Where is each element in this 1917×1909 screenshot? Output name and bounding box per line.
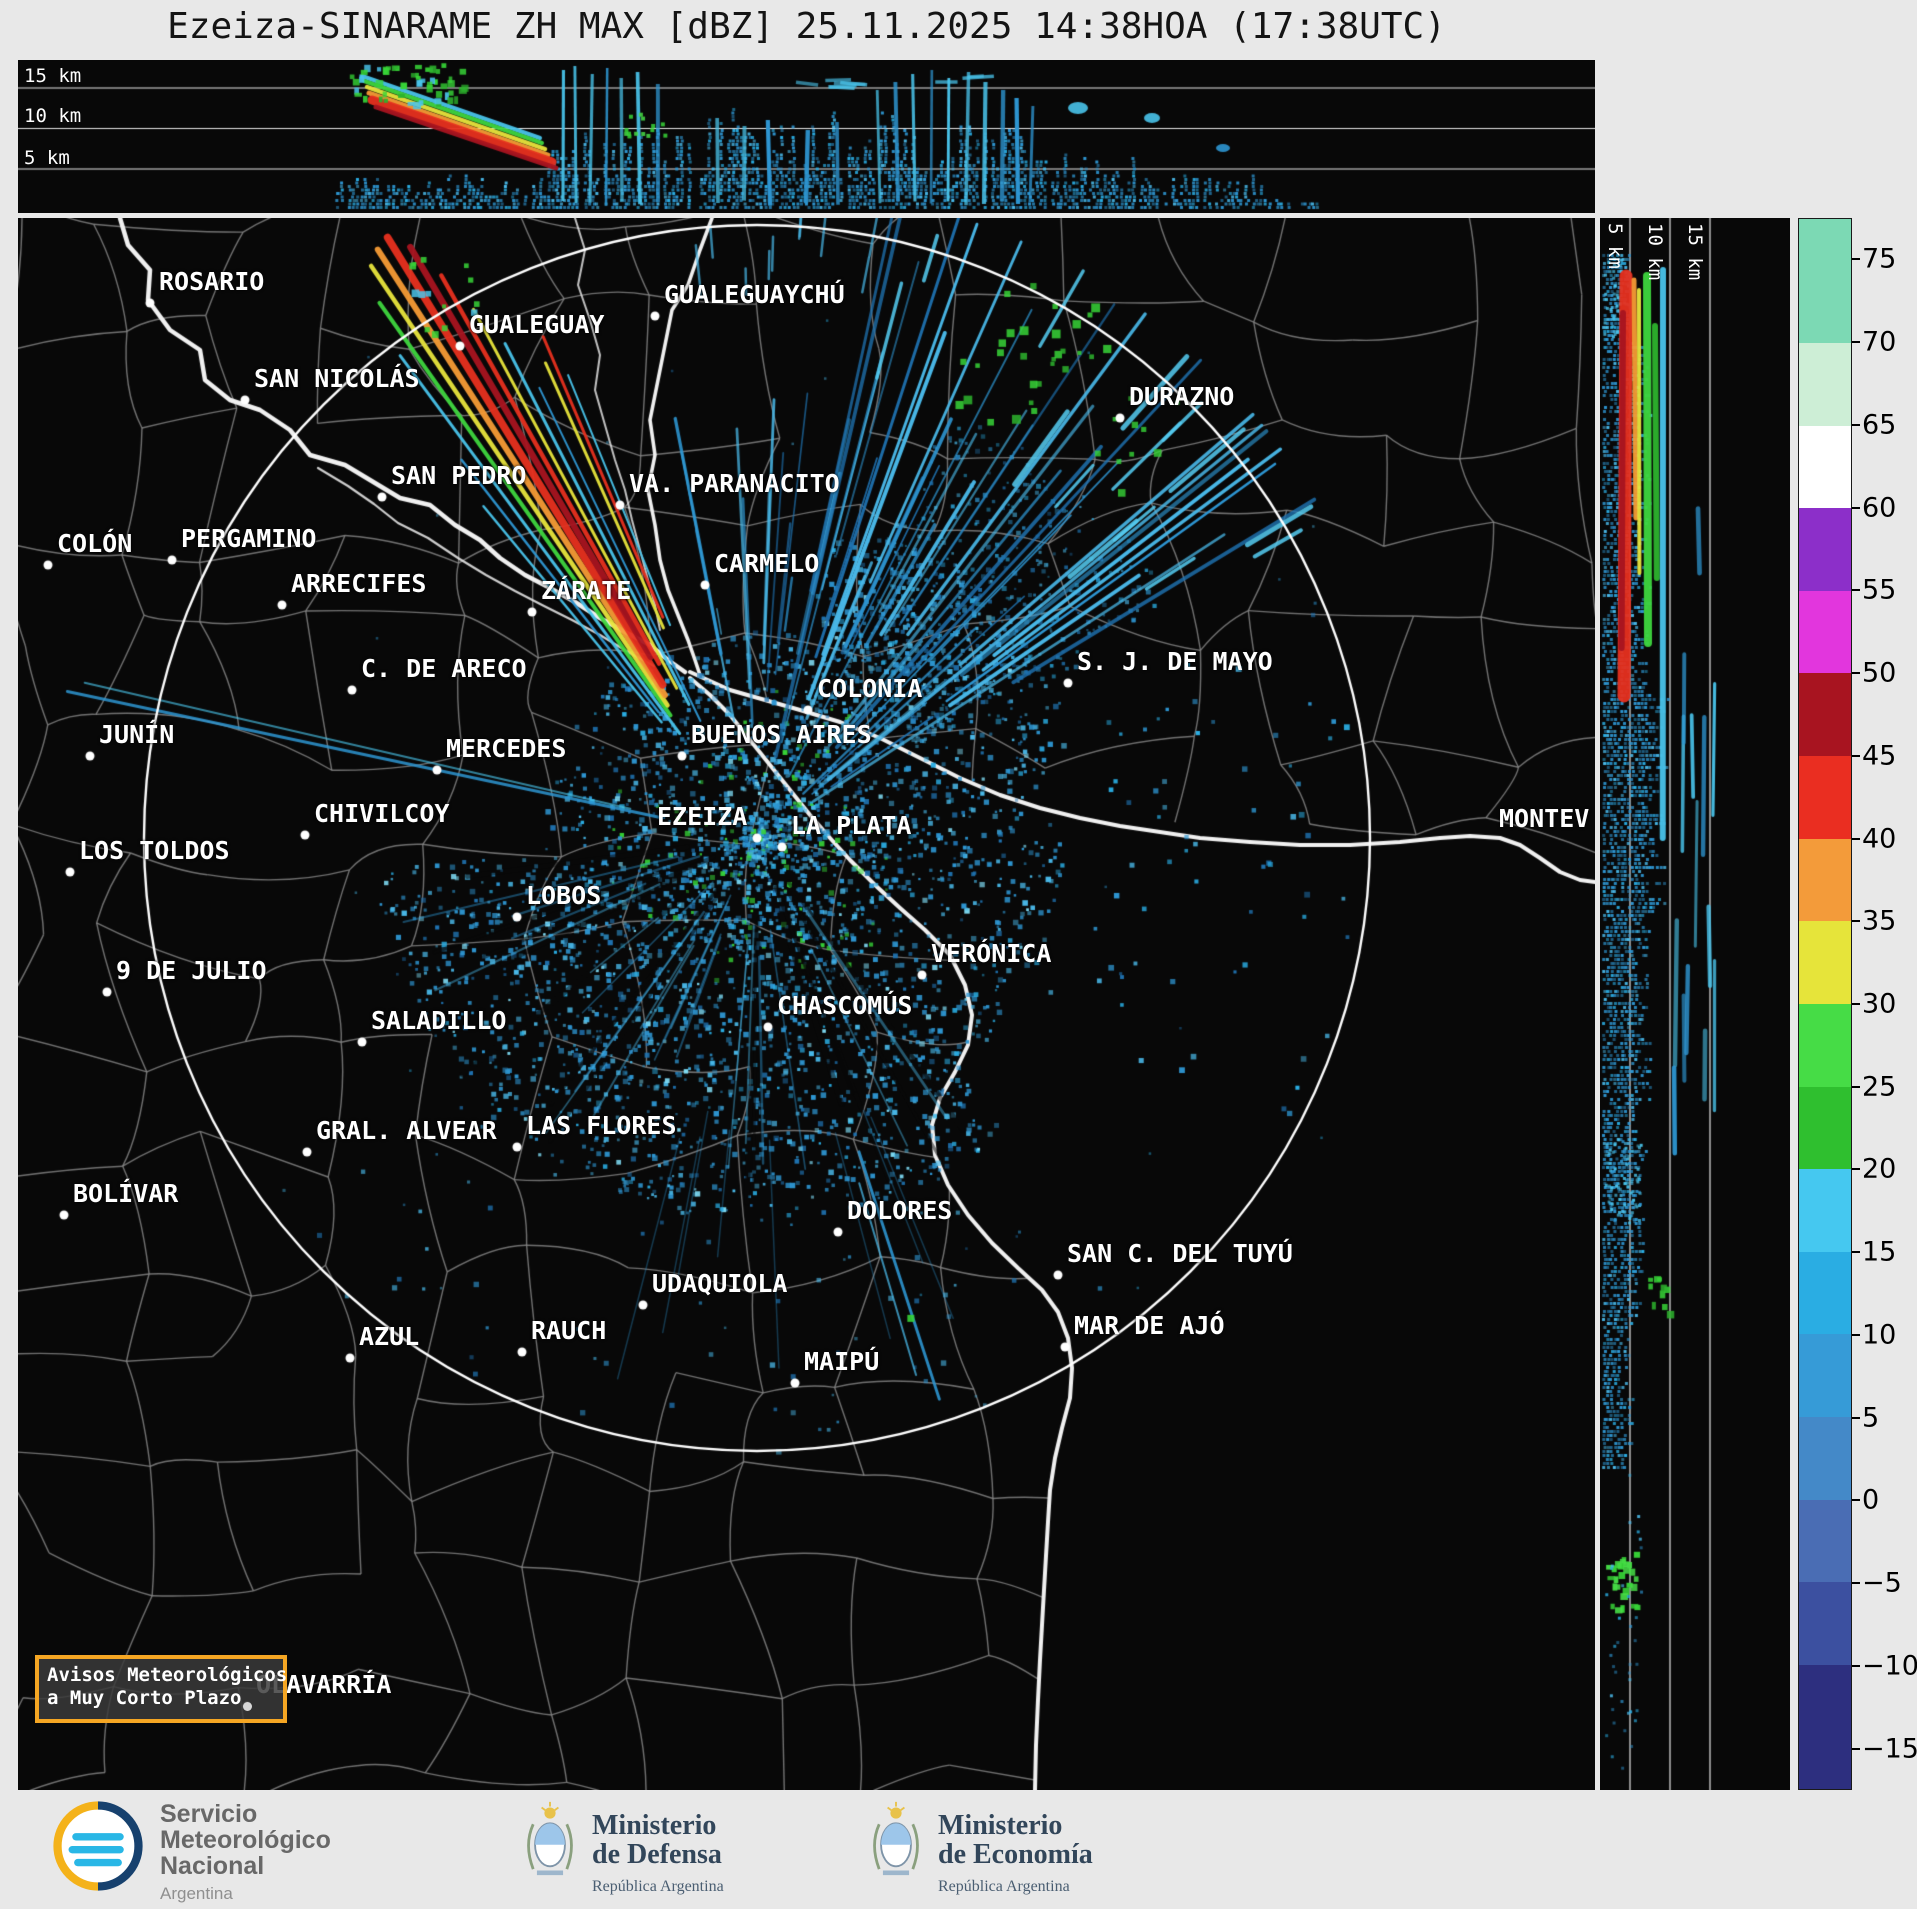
colorbar-band xyxy=(1799,590,1851,674)
colorbar-tick-label: −15 xyxy=(1862,1733,1917,1765)
colorbar-tick-label: 20 xyxy=(1862,1153,1897,1185)
page-title: Ezeiza-SINARAME ZH MAX [dBZ] 25.11.2025 … xyxy=(167,6,1446,47)
argentina-coat-of-arms-icon xyxy=(527,1801,573,1876)
colorbar-tick-label: 10 xyxy=(1862,1319,1897,1351)
cross-section-top-panel: 15 km 10 km 5 km xyxy=(18,60,1595,213)
colorbar-tick-mark xyxy=(1852,1664,1860,1667)
cross-section-top-canvas xyxy=(18,60,1595,213)
colorbar-tick-mark xyxy=(1852,589,1860,592)
economia-subtitle: República Argentina xyxy=(938,1878,1070,1895)
height-label-5km-right: 5 km xyxy=(1604,223,1626,269)
colorbar-tick-label: 0 xyxy=(1862,1484,1880,1516)
colorbar-tick-label: 45 xyxy=(1862,740,1897,772)
warning-line-2: a Muy Corto Plazo xyxy=(47,1687,242,1709)
colorbar-tick-label: 40 xyxy=(1862,823,1897,855)
colorbar-band xyxy=(1799,1417,1851,1500)
colorbar-tick-mark xyxy=(1852,506,1860,509)
height-label-10km-right: 10 km xyxy=(1644,223,1666,281)
height-label-15km-right: 15 km xyxy=(1684,223,1706,281)
warning-line-1: Avisos Meteorológicos xyxy=(47,1664,288,1686)
colorbar-band xyxy=(1799,921,1851,1004)
warning-box: Avisos Meteorológicos a Muy Corto Plazo xyxy=(35,1655,287,1723)
colorbar-tick-label: 50 xyxy=(1862,657,1897,689)
colorbar-tick-label: −5 xyxy=(1862,1567,1902,1599)
colorbar-tick-mark xyxy=(1852,1747,1860,1750)
defensa-line-1: Ministerio xyxy=(592,1810,717,1841)
colorbar-band xyxy=(1799,1169,1851,1252)
ministry-defensa-name: Ministerio de Defensa República Argentin… xyxy=(592,1811,724,1901)
cross-section-right-canvas xyxy=(1600,218,1790,1790)
smn-line-1: Servicio xyxy=(160,1800,258,1828)
height-label-5km: 5 km xyxy=(24,147,70,169)
colorbar-band xyxy=(1799,1664,1851,1748)
smn-line-3: Nacional xyxy=(160,1852,265,1880)
colorbar-tick-mark xyxy=(1852,1499,1860,1502)
economia-line-1: Ministerio xyxy=(938,1810,1063,1841)
smn-line-2: Meteorológico xyxy=(160,1826,331,1854)
colorbar-band xyxy=(1799,1086,1851,1170)
colorbar-band xyxy=(1799,1499,1851,1583)
colorbar-band xyxy=(1799,756,1851,839)
colorbar-band xyxy=(1799,1003,1851,1087)
colorbar-tick-mark xyxy=(1852,672,1860,675)
colorbar-tick-label: 60 xyxy=(1862,492,1897,524)
colorbar-band xyxy=(1799,425,1851,509)
colorbar-tick-mark xyxy=(1852,837,1860,840)
colorbar-band xyxy=(1799,1582,1851,1665)
colorbar-tick-mark xyxy=(1852,920,1860,923)
ministry-economia-name: Ministerio de Economía República Argenti… xyxy=(938,1811,1093,1901)
colorbar-band xyxy=(1799,838,1851,922)
colorbar-tick-label: 75 xyxy=(1862,243,1897,275)
colorbar-tick-mark xyxy=(1852,1168,1860,1171)
defensa-subtitle: República Argentina xyxy=(592,1878,724,1895)
colorbar-tick-mark xyxy=(1852,1251,1860,1254)
smn-logo xyxy=(53,1801,143,1891)
city-dot-olavarria xyxy=(243,1702,252,1711)
height-label-10km: 10 km xyxy=(24,105,82,127)
colorbar-tick-label: 5 xyxy=(1862,1402,1880,1434)
colorbar-tick-mark xyxy=(1852,1085,1860,1088)
colorbar-band xyxy=(1799,1251,1851,1335)
colorbar-band xyxy=(1799,673,1851,757)
footer: Servicio Meteorológico Nacional Argentin… xyxy=(0,1795,1917,1909)
colorbar-band xyxy=(1799,260,1851,343)
colorbar-tick-label: 25 xyxy=(1862,1071,1897,1103)
smn-name: Servicio Meteorológico Nacional Argentin… xyxy=(160,1801,331,1907)
colorbar-tick-label: 35 xyxy=(1862,905,1897,937)
colorbar-tick-label: 15 xyxy=(1862,1236,1897,1268)
colorbar-band xyxy=(1799,1747,1851,1789)
colorbar-tick-mark xyxy=(1852,423,1860,426)
cross-section-right-panel xyxy=(1600,218,1790,1790)
colorbar-tick-mark xyxy=(1852,258,1860,261)
colorbar-tick-mark xyxy=(1852,341,1860,344)
colorbar-band xyxy=(1799,219,1851,261)
colorbar-band xyxy=(1799,342,1851,426)
colorbar-tick-label: −10 xyxy=(1862,1650,1917,1682)
colorbar-band xyxy=(1799,508,1851,591)
smn-country: Argentina xyxy=(160,1884,233,1903)
colorbar-tick-mark xyxy=(1852,1582,1860,1585)
colorbar-tick-mark xyxy=(1852,1333,1860,1336)
colorbar-tick-label: 65 xyxy=(1862,409,1897,441)
economia-line-2: de Economía xyxy=(938,1839,1093,1870)
height-label-15km: 15 km xyxy=(24,65,82,87)
colorbar-tick-mark xyxy=(1852,1416,1860,1419)
dbz-colorbar xyxy=(1798,218,1852,1790)
argentina-coat-of-arms-icon xyxy=(873,1801,919,1876)
colorbar-tick-label: 70 xyxy=(1862,326,1897,358)
colorbar-band xyxy=(1799,1334,1851,1418)
radar-map-canvas xyxy=(18,218,1595,1790)
defensa-line-2: de Defensa xyxy=(592,1839,722,1870)
colorbar-tick-label: 55 xyxy=(1862,574,1897,606)
colorbar-tick-label: 30 xyxy=(1862,988,1897,1020)
colorbar-tick-mark xyxy=(1852,754,1860,757)
colorbar-tick-mark xyxy=(1852,1003,1860,1005)
radar-map-panel xyxy=(18,218,1595,1790)
